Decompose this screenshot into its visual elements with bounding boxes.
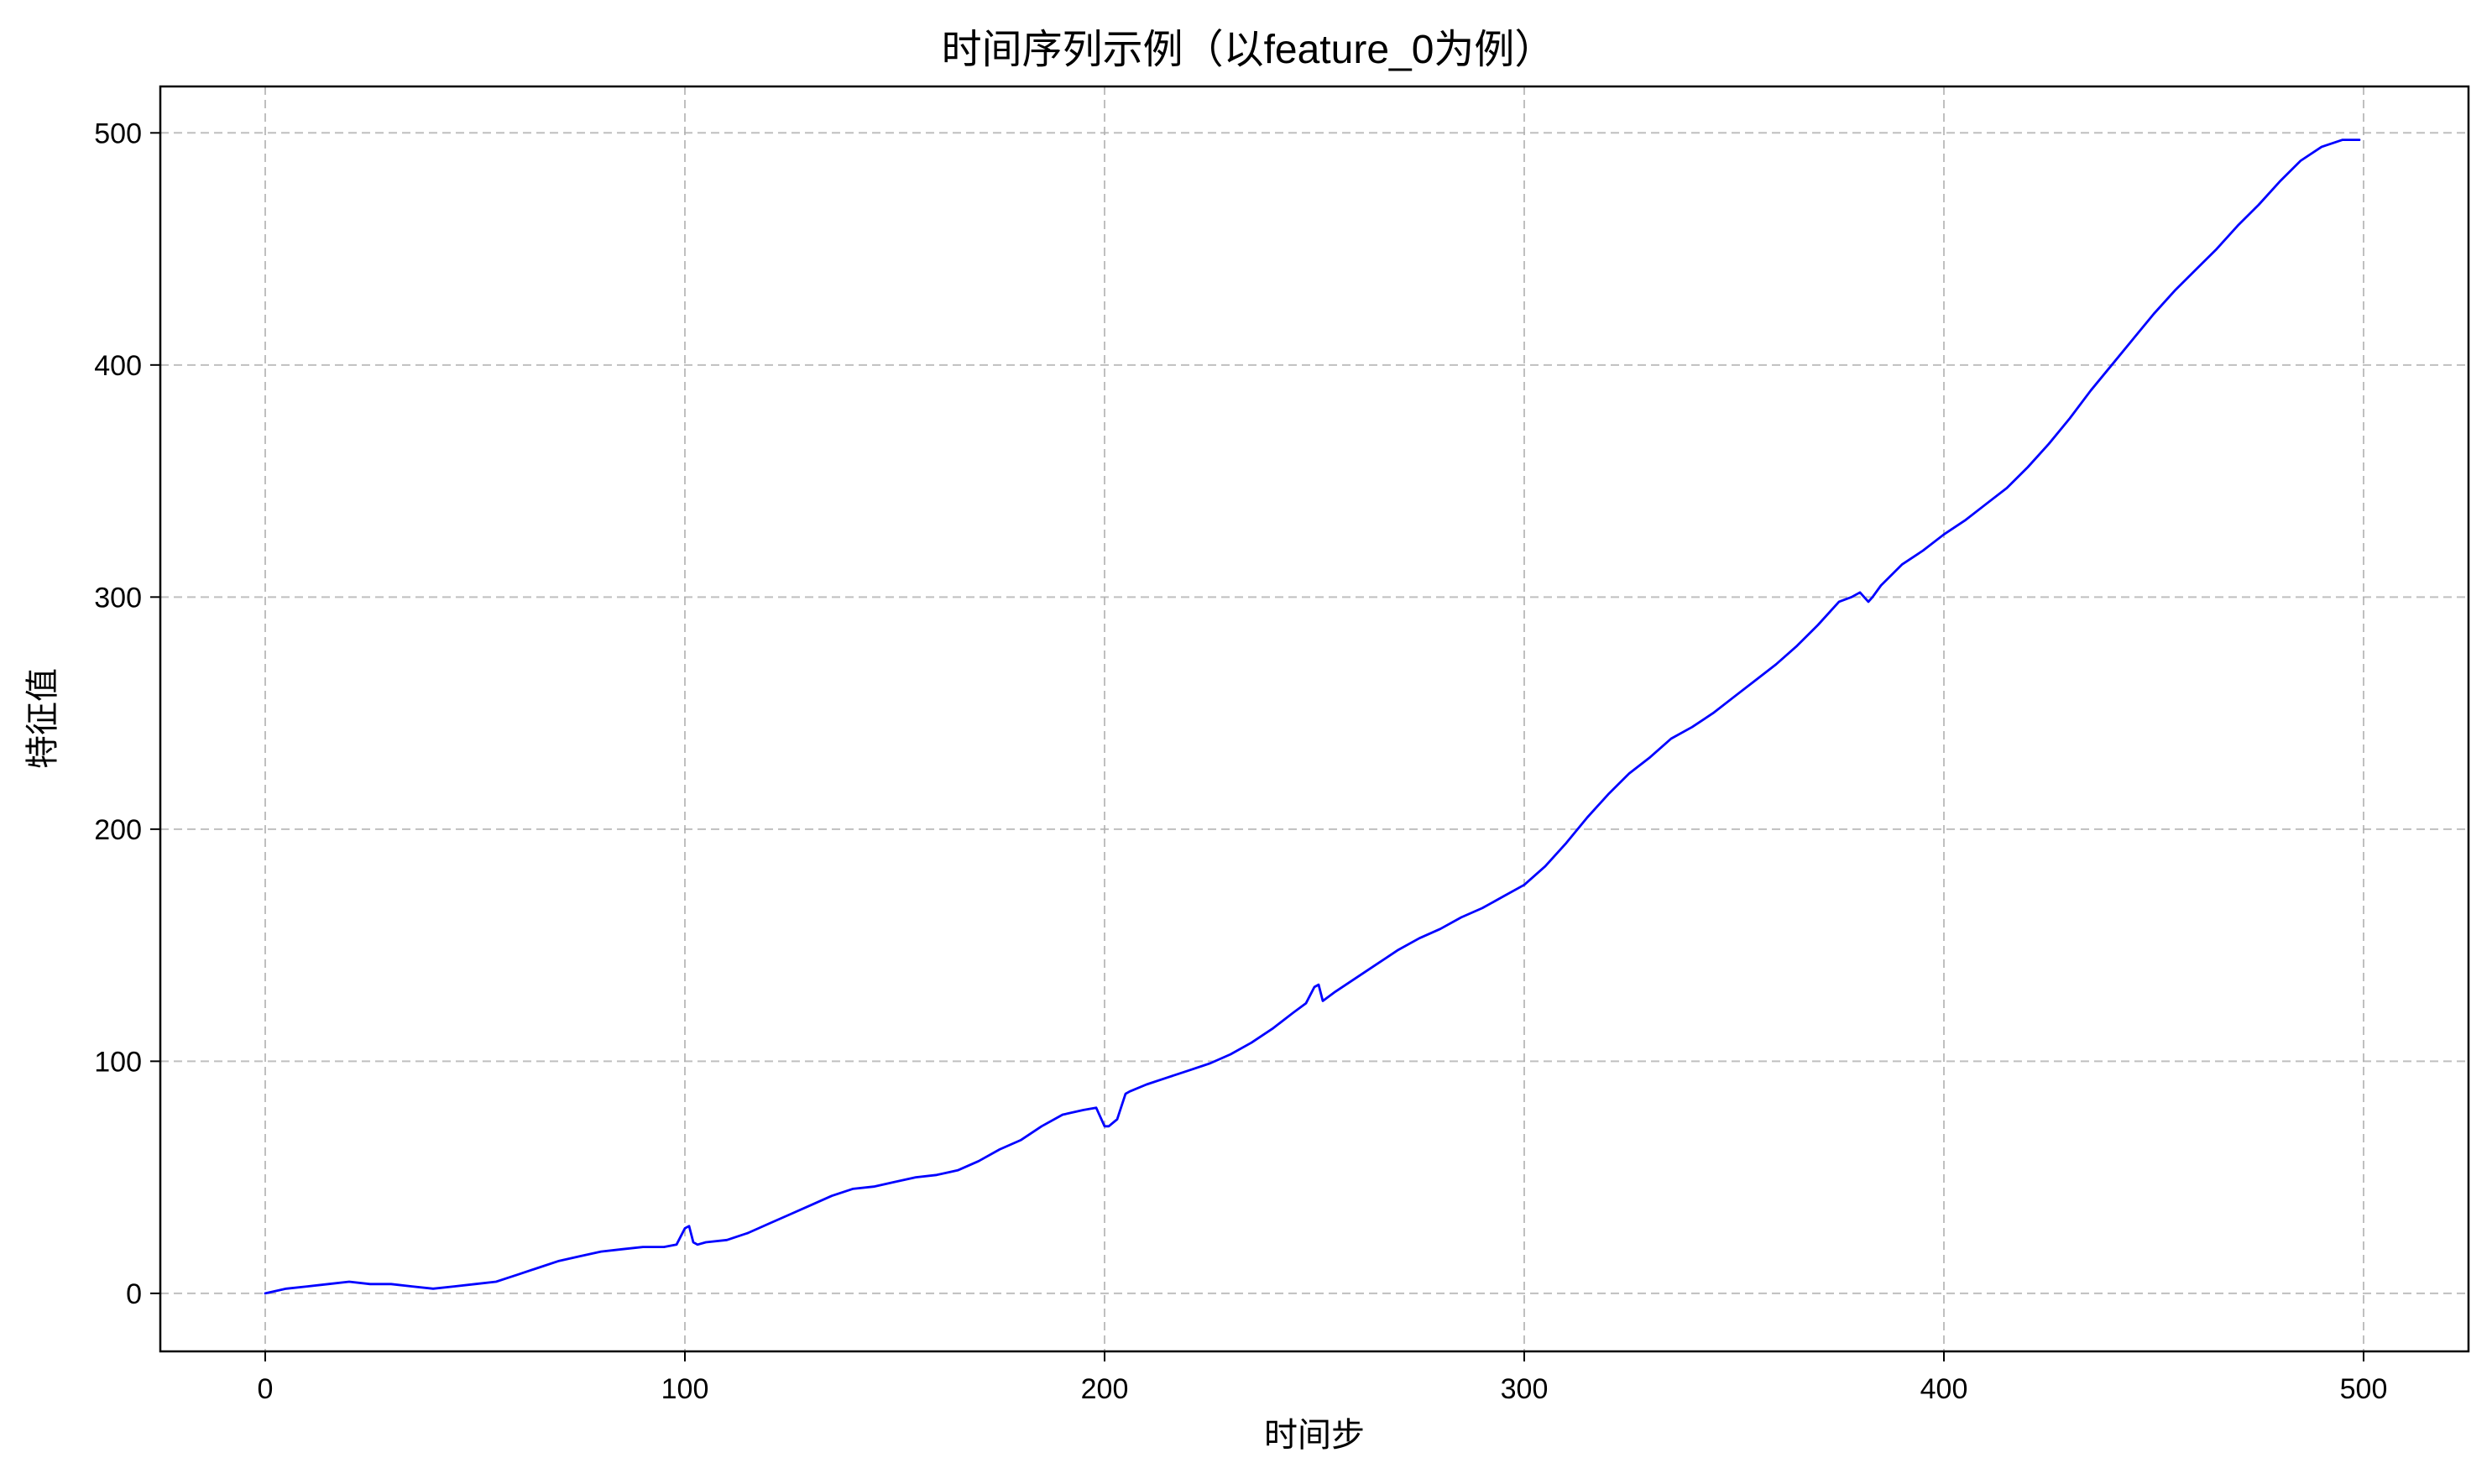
axes-ticks: 0 100 200 300 400 500 0 100 200 300 400 500 [94,118,2387,1405]
plot-frame [159,85,2470,1353]
grid [160,86,2468,1351]
x-axis-label: 时间步 [1264,1417,1365,1454]
x-tick-label: 500 [2340,1373,2388,1405]
y-tick-label: 200 [94,814,142,846]
y-tick-label: 400 [94,350,142,382]
x-tick-label: 100 [661,1373,709,1405]
y-tick-label: 100 [94,1046,142,1078]
x-tick-label: 400 [1920,1373,1968,1405]
x-tick-label: 0 [258,1373,274,1405]
chart-title: 时间序列示例（以feature_0为例） [942,28,1555,72]
y-tick-label: 0 [126,1278,142,1310]
series-line [264,138,2361,1295]
plot-area [264,138,2361,1295]
x-tick-label: 300 [1501,1373,1549,1405]
y-axis-label: 特征值 [24,668,61,769]
y-tick-label: 300 [94,582,142,614]
y-tick-label: 500 [94,118,142,149]
x-tick-label: 200 [1081,1373,1129,1405]
